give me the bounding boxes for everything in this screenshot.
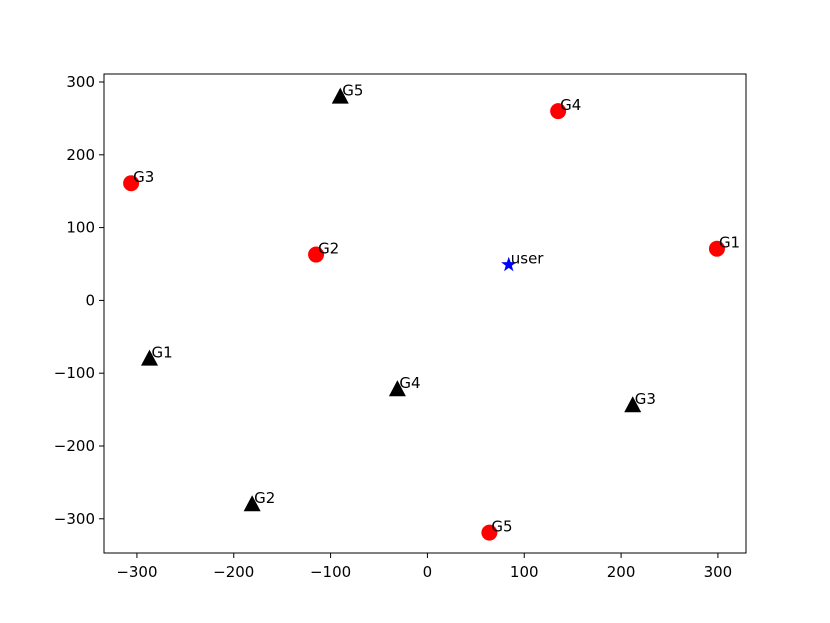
point-label: G5 — [491, 518, 512, 536]
point — [624, 396, 642, 413]
x-tick-label: 0 — [423, 563, 433, 581]
y-tick-label: 300 — [66, 73, 95, 91]
point-label: G2 — [254, 489, 275, 507]
y-tick-label: −100 — [54, 364, 95, 382]
x-tick-label: −200 — [213, 563, 254, 581]
point — [243, 495, 261, 512]
point-label: G3 — [635, 390, 656, 408]
y-tick-label: −200 — [54, 437, 95, 455]
x-tick-label: 300 — [704, 563, 733, 581]
point-label: G4 — [399, 374, 420, 392]
point-label: G2 — [318, 240, 339, 258]
point-label: G3 — [133, 168, 154, 186]
point-label: G1 — [719, 234, 740, 252]
point-label: G4 — [560, 96, 581, 114]
x-tick-label: 200 — [607, 563, 636, 581]
point — [501, 256, 517, 272]
y-tick-label: 200 — [66, 146, 95, 164]
y-tick-label: 100 — [66, 219, 95, 237]
point — [141, 349, 159, 366]
point-label: G1 — [152, 344, 173, 362]
point-label: G5 — [342, 82, 363, 100]
point — [388, 380, 406, 397]
point — [550, 103, 567, 120]
point — [308, 246, 325, 263]
x-tick-label: 100 — [510, 563, 539, 581]
point — [331, 87, 349, 104]
plot-frame — [103, 73, 747, 554]
y-tick-label: 0 — [85, 291, 95, 309]
point — [708, 240, 725, 257]
point — [123, 175, 140, 192]
x-tick-label: −100 — [310, 563, 351, 581]
y-tick-label: −300 — [54, 510, 95, 528]
point-label: user — [511, 250, 545, 268]
x-tick-label: −300 — [116, 563, 157, 581]
point — [481, 524, 498, 541]
